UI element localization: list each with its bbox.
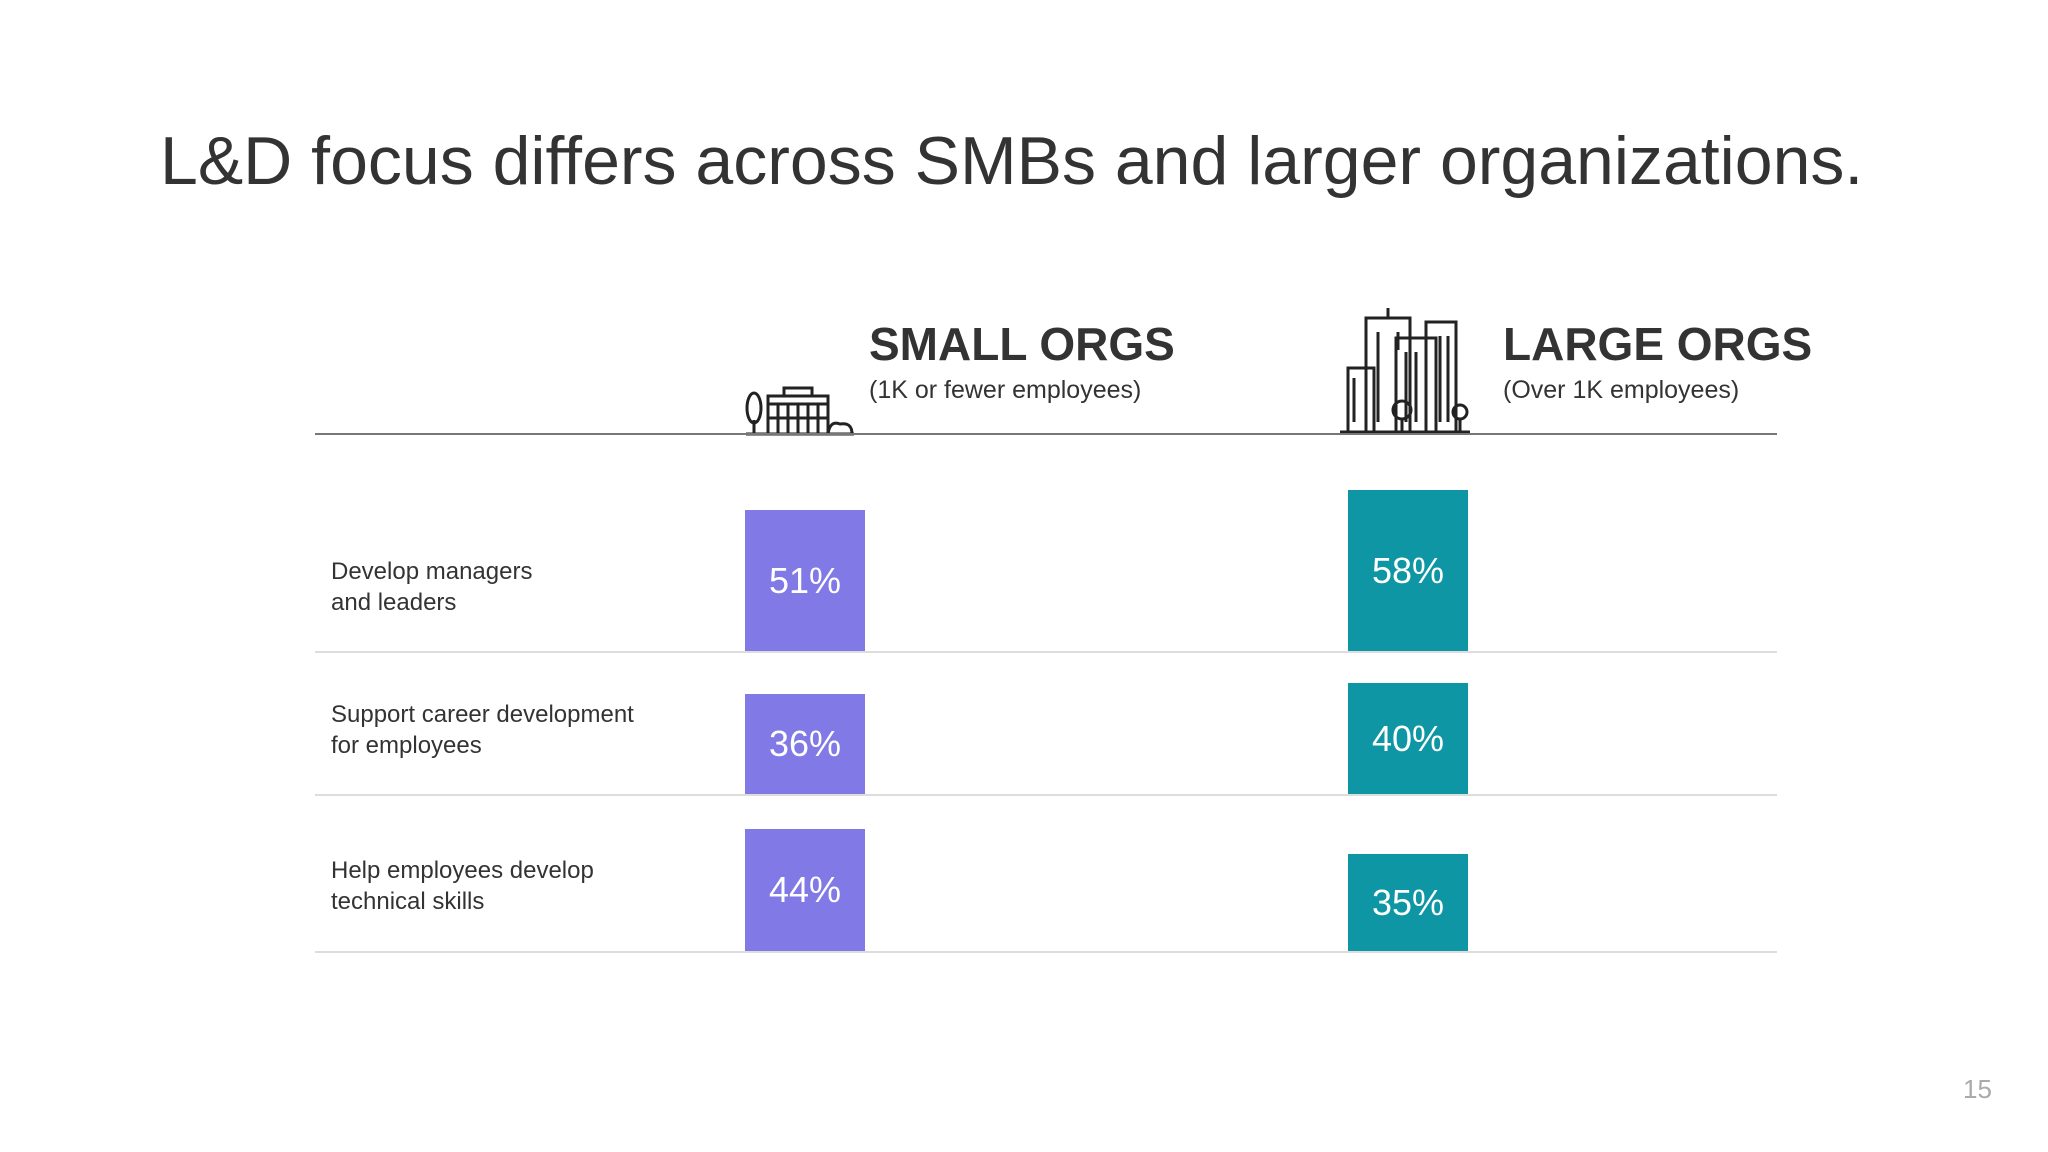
row-divider (315, 951, 1777, 953)
small-orgs-bar: 36% (745, 694, 865, 794)
row-label-line: for employees (331, 732, 482, 759)
row-label-line: Develop managers (331, 558, 533, 585)
row-label-line: and leaders (331, 589, 457, 616)
row-label: Support career development for employees (331, 699, 634, 761)
small-orgs-title: SMALL ORGS (869, 318, 1175, 370)
small-orgs-heading: SMALL ORGS (1K or fewer employees) (869, 318, 1175, 405)
bar-value-label: 35% (1371, 881, 1445, 923)
page-number: 15 (1963, 1074, 1992, 1104)
large-orgs-heading: LARGE ORGS (Over 1K employees) (1503, 318, 1812, 405)
bar-value-label: 44% (768, 869, 842, 910)
row-label-line: Help employees develop (331, 857, 594, 884)
bar-value-label: 36% (768, 723, 842, 764)
header-divider (315, 433, 1777, 435)
large-orgs-title: LARGE ORGS (1503, 318, 1813, 370)
large-orgs-bar: 35% (1348, 854, 1468, 951)
large-orgs-bar: 58% (1348, 490, 1468, 651)
row-label: Help employees develop technical skills (331, 855, 594, 917)
large-orgs-subtitle: (Over 1K employees) (1503, 376, 1740, 404)
slide-title: L&D focus differs across SMBs and larger… (160, 123, 1864, 199)
small-orgs-bar: 51% (745, 510, 865, 651)
row-divider (315, 794, 1777, 796)
small-building-icon (745, 386, 854, 436)
row-label: Develop managers and leaders (331, 556, 532, 618)
small-orgs-subtitle: (1K or fewer employees) (869, 376, 1142, 404)
bar-value-label: 58% (1371, 549, 1445, 591)
row-label-line: technical skills (331, 888, 485, 915)
large-orgs-bar: 40% (1348, 683, 1468, 794)
row-label-line: Support career development (331, 701, 634, 728)
bar-value-label: 51% (768, 559, 842, 601)
city-buildings-icon (1340, 308, 1470, 434)
row-divider (315, 651, 1777, 653)
small-orgs-bar: 44% (745, 829, 865, 951)
bar-value-label: 40% (1371, 717, 1445, 759)
